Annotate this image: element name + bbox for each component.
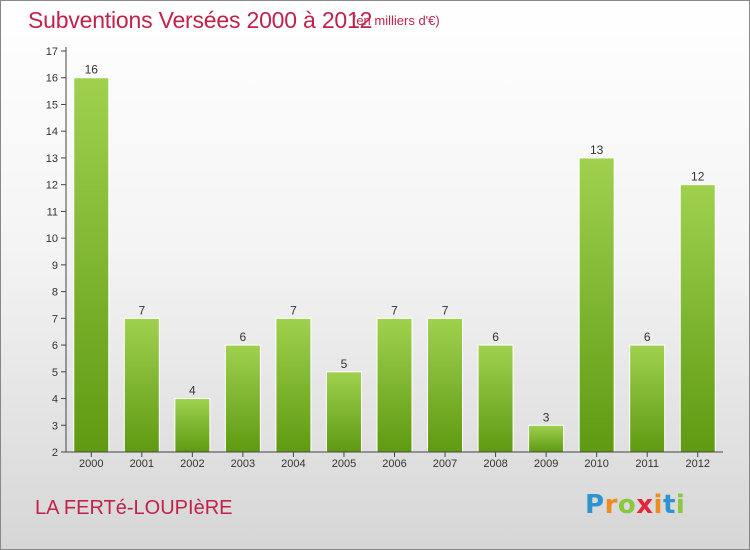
bar-value-label: 16 bbox=[85, 63, 99, 77]
x-tick-label: 2006 bbox=[382, 458, 406, 470]
x-tick-label: 2005 bbox=[332, 458, 356, 470]
bar bbox=[376, 317, 413, 453]
y-tick-label: 17 bbox=[46, 46, 58, 58]
x-tick-label: 2009 bbox=[534, 458, 558, 470]
logo-letter: i bbox=[675, 490, 686, 520]
x-tick-label: 2011 bbox=[635, 458, 659, 470]
x-tick-label: 2000 bbox=[79, 458, 103, 470]
bar bbox=[73, 77, 110, 453]
bar bbox=[477, 344, 514, 453]
chart-title: Subventions Versées 2000 à 2012 bbox=[28, 7, 373, 33]
bar-value-label: 13 bbox=[590, 143, 604, 157]
bar-value-label: 7 bbox=[442, 303, 449, 317]
logo-letter: i bbox=[653, 490, 663, 520]
y-tick-label: 9 bbox=[52, 260, 58, 272]
x-tick-label: 2001 bbox=[130, 458, 154, 470]
x-axis: 2000 2001 2002 2003 2004 2005 2006 2007 2008 2009… bbox=[66, 451, 723, 470]
y-tick-label: 3 bbox=[52, 420, 58, 432]
bar-value-label: 6 bbox=[240, 330, 247, 344]
bar bbox=[224, 344, 261, 453]
y-tick-label: 13 bbox=[46, 153, 58, 165]
bar bbox=[629, 344, 666, 453]
x-tick-label: 2002 bbox=[180, 458, 204, 470]
bar bbox=[679, 184, 716, 453]
bar-value-label: 7 bbox=[138, 303, 145, 317]
x-tick-label: 2007 bbox=[433, 458, 457, 470]
bar-value-label: 4 bbox=[189, 384, 196, 398]
logo-letter: P bbox=[585, 490, 605, 520]
bar-value-label: 3 bbox=[543, 410, 550, 424]
y-tick-label: 14 bbox=[46, 126, 58, 138]
y-tick-label: 2 bbox=[52, 447, 58, 459]
x-tick-label: 2008 bbox=[483, 458, 507, 470]
logo-letter: o bbox=[617, 490, 637, 520]
y-tick-label: 11 bbox=[47, 206, 58, 218]
y-tick-label: 8 bbox=[52, 287, 58, 299]
bar bbox=[123, 317, 160, 453]
chart-unit-subtitle: (en milliers d'€) bbox=[352, 13, 440, 28]
x-tick-label: 2012 bbox=[685, 458, 709, 470]
bar bbox=[528, 424, 565, 453]
bar-value-label: 7 bbox=[391, 303, 398, 317]
bar-value-label: 12 bbox=[691, 170, 705, 184]
bar bbox=[325, 371, 362, 453]
y-tick-label: 6 bbox=[52, 340, 58, 352]
logo-letter: r bbox=[604, 490, 618, 520]
bar-value-label: 7 bbox=[290, 303, 297, 317]
commune-name: LA FERTé-LOUPIèRE bbox=[35, 497, 233, 519]
y-tick-label: 7 bbox=[52, 313, 58, 325]
y-tick-label: 16 bbox=[46, 73, 58, 85]
y-tick-label: 4 bbox=[52, 394, 58, 406]
bars: 16 7 4 6 7 5 7 7 6 3 13 6 12 bbox=[73, 63, 716, 453]
x-tick-label: 2003 bbox=[231, 458, 255, 470]
y-tick-label: 15 bbox=[46, 99, 58, 111]
bar bbox=[578, 157, 615, 453]
x-tick-label: 2004 bbox=[281, 458, 305, 470]
y-tick-label: 12 bbox=[46, 180, 58, 192]
bar bbox=[174, 398, 211, 453]
logo-letter: x bbox=[636, 490, 654, 520]
logo-letter: t bbox=[662, 490, 676, 520]
y-tick-label: 10 bbox=[46, 233, 58, 245]
y-tick-label: 5 bbox=[52, 367, 58, 379]
bar bbox=[427, 317, 464, 453]
bar bbox=[275, 317, 312, 453]
x-tick-label: 2010 bbox=[584, 458, 608, 470]
bar-value-label: 5 bbox=[341, 357, 348, 371]
bar-value-label: 6 bbox=[492, 330, 499, 344]
y-axis: 2 3 4 5 6 7 8 9 10 11 12 13 14 15 16 17 bbox=[46, 46, 67, 459]
proxiti-logo: Proxiti bbox=[585, 490, 685, 520]
bar-value-label: 6 bbox=[644, 330, 651, 344]
